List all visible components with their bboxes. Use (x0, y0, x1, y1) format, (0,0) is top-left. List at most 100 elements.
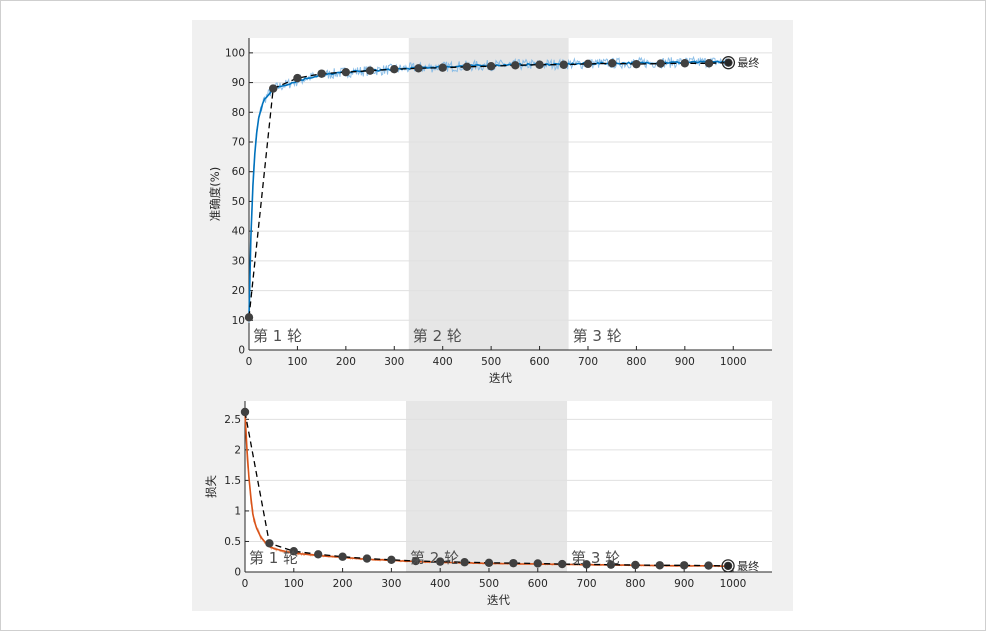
epoch-label-2: 第 2 轮 (413, 327, 462, 345)
validation-point (607, 59, 617, 68)
epoch-label-2: 第 2 轮 (410, 549, 459, 567)
y-tick-label: 80 (232, 107, 245, 119)
y-tick-label: 2.5 (224, 414, 241, 426)
x-tick-label: 600 (530, 356, 550, 368)
y-tick-label: 90 (232, 77, 245, 89)
final-marker-ring (721, 56, 736, 70)
x-tick-label: 0 (246, 356, 253, 368)
y-tick-label: 20 (232, 285, 245, 297)
validation-point (486, 62, 496, 71)
x-tick-label: 800 (625, 578, 645, 590)
x-tick-label: 300 (384, 356, 404, 368)
validation-point (535, 60, 544, 69)
final-marker-ring (721, 559, 735, 573)
validation-point (244, 313, 254, 322)
y-tick-label: 30 (232, 255, 245, 267)
final-label: 最终 (737, 56, 759, 70)
y-tick-label: 50 (232, 196, 245, 208)
loss-chart: 0 0.5 1 1.5 2 2.5 0 100 200 300 400 500 600 700 800 900… (204, 401, 772, 607)
x-tick-label: 300 (381, 578, 401, 590)
validation-point (509, 558, 518, 568)
y-axis-label: 损失 (204, 475, 218, 498)
validation-point (240, 407, 250, 417)
y-tick-label: 0.5 (224, 536, 241, 548)
validation-point (511, 61, 520, 70)
y-axis-label: 准确度(%) (208, 167, 222, 221)
validation-point (289, 547, 298, 556)
x-tick-label: 800 (626, 356, 646, 368)
y-tick-label: 100 (225, 47, 245, 59)
validation-point (582, 560, 591, 569)
epoch-label-3: 第 3 轮 (573, 327, 622, 345)
validation-point (632, 59, 641, 69)
epoch-shade-2 (408, 38, 569, 350)
validation-point (484, 558, 494, 568)
validation-point (313, 550, 323, 559)
validation-point (387, 555, 396, 564)
validation-point (704, 561, 713, 570)
epoch-label-1: 第 1 轮 (253, 327, 302, 345)
validation-point (583, 59, 593, 69)
y-tick-label: 70 (232, 137, 245, 149)
x-tick-label: 1000 (720, 578, 747, 590)
epoch-label-3: 第 3 轮 (571, 549, 620, 567)
validation-point (414, 64, 423, 73)
validation-point (606, 560, 616, 569)
validation-point (680, 59, 690, 68)
x-tick-label: 500 (481, 356, 501, 368)
validation-point (265, 539, 274, 548)
x-tick-label: 0 (242, 578, 249, 590)
validation-point (656, 59, 665, 68)
x-tick-label: 200 (336, 356, 356, 368)
x-axis-label: 迭代 (487, 593, 510, 607)
validation-point (390, 65, 399, 74)
epoch-label-1: 第 1 轮 (249, 549, 298, 567)
validation-point (362, 554, 372, 563)
final-marker-dot (724, 562, 732, 570)
validation-point (438, 63, 447, 72)
validation-point (679, 561, 689, 570)
x-tick-label: 1000 (720, 356, 747, 368)
y-tick-label: 1 (234, 505, 241, 517)
validation-point (435, 557, 445, 566)
y-tick-label: 10 (232, 315, 245, 327)
final-label: 最终 (737, 559, 759, 573)
validation-point (365, 66, 375, 75)
x-tick-label: 400 (430, 578, 450, 590)
validation-point (655, 561, 664, 570)
validation-point (317, 69, 326, 78)
x-tick-label: 400 (433, 356, 453, 368)
y-tick-label: 0 (238, 345, 245, 357)
validation-point (557, 559, 567, 569)
y-tick-label: 0 (234, 567, 241, 579)
y-tick-label: 2 (234, 444, 241, 456)
x-tick-label: 500 (479, 578, 499, 590)
validation-point (462, 62, 472, 72)
x-axis-label: 迭代 (489, 371, 512, 385)
validation-point (341, 67, 351, 77)
validation-point (269, 84, 278, 93)
validation-point (293, 73, 302, 83)
x-tick-label: 700 (578, 356, 598, 368)
validation-point (533, 559, 542, 568)
y-tick-label: 1.5 (224, 475, 241, 487)
validation-point (411, 556, 420, 566)
validation-point (559, 60, 568, 69)
x-tick-label: 700 (577, 578, 597, 590)
y-tick-label: 40 (232, 226, 245, 238)
x-tick-label: 200 (333, 578, 353, 590)
y-tick-label: 60 (232, 166, 245, 178)
x-tick-label: 900 (674, 578, 694, 590)
validation-point (460, 558, 469, 567)
x-tick-label: 600 (528, 578, 548, 590)
final-marker-dot (724, 59, 732, 67)
epoch-shade-2 (406, 401, 568, 572)
x-tick-label: 100 (284, 578, 304, 590)
x-tick-label: 900 (675, 356, 695, 368)
x-tick-label: 100 (287, 356, 307, 368)
validation-point (704, 59, 714, 68)
validation-point (338, 552, 347, 561)
validation-point (631, 560, 640, 570)
